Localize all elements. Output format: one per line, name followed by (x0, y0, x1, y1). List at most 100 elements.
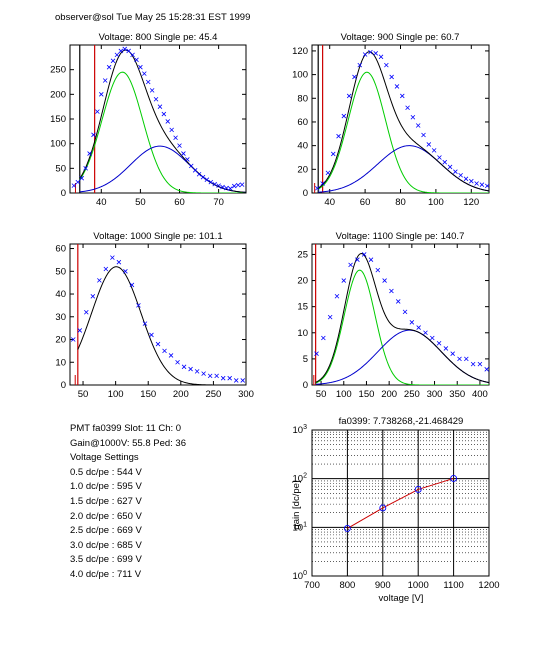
data-point (421, 132, 426, 138)
voltage-settings-title: Voltage Settings (70, 452, 139, 464)
x-tick-label: 50 (316, 389, 327, 400)
x-tick-label: 80 (395, 197, 406, 208)
total-fit-curve (315, 252, 489, 384)
second-component-curve (318, 145, 489, 193)
data-point (315, 185, 320, 191)
plot-gain-vs-voltage: fa0399: 7.738268,-21.468429 voltage [V] … (291, 416, 500, 604)
plot-voltage-1000: Voltage: 1000 Single pe: 101.1 50 100 150 2… (55, 231, 254, 400)
data-point (402, 309, 408, 315)
pmt-slot-line: PMT fa0399 Slot: 11 Ch: 0 (70, 423, 182, 434)
data-point (90, 294, 96, 299)
data-point (415, 123, 421, 128)
data-point (220, 375, 226, 381)
y-tick-label: 30 (55, 312, 66, 323)
gain-ped-line: Gain@1000V: 55.8 Ped: 36 (70, 437, 186, 449)
data-point (214, 373, 219, 379)
y-tick-label: 25 (297, 249, 308, 260)
data-point (395, 299, 401, 304)
data-point (320, 181, 325, 186)
y-tick-label: 200 (50, 89, 66, 100)
data-point (423, 330, 428, 336)
data-point (168, 353, 174, 358)
y-tick-label: 101 (293, 521, 308, 533)
gain-fit-line (347, 477, 454, 529)
data-point (394, 84, 400, 89)
plot-900-title: Voltage: 900 Single pe: 60.7 (341, 32, 460, 43)
data-point (224, 185, 229, 191)
x-tick-label: 40 (96, 197, 107, 208)
plot-voltage-1100: Voltage: 1100 Single pe: 140.7 50 100 150 2… (297, 231, 490, 400)
data-point (194, 369, 200, 374)
x-tick-label: 40 (324, 197, 335, 208)
data-point (474, 181, 479, 186)
data-point (355, 257, 360, 262)
data-point (368, 257, 374, 262)
data-point (442, 159, 448, 165)
data-point (216, 183, 221, 188)
y-tick-label: 15 (297, 302, 308, 313)
data-point (321, 335, 326, 341)
data-point (384, 62, 389, 68)
y-tick-label: 10 (55, 357, 66, 368)
data-point (212, 181, 217, 187)
data-point (79, 175, 85, 181)
data-point (336, 133, 341, 139)
y-tick-label: 50 (55, 163, 66, 174)
x-tick-label: 700 (304, 580, 320, 591)
y-tick-label: 20 (297, 164, 308, 175)
data-point (457, 356, 462, 362)
data-point (443, 346, 449, 351)
data-point (75, 179, 81, 185)
data-point (373, 51, 379, 56)
data-point (437, 155, 442, 160)
y-tick-label: 0 (303, 380, 308, 391)
data-point (110, 255, 115, 260)
data-point (181, 151, 186, 156)
total-fit-curve (77, 266, 246, 385)
y-tick-label: 20 (297, 276, 308, 287)
plot-content (313, 244, 489, 385)
data-point (334, 293, 340, 299)
data-point (410, 114, 416, 120)
y-tick-label: 150 (50, 114, 66, 125)
y-tick-label: 100 (292, 70, 308, 81)
data-point (196, 171, 202, 177)
data-point (188, 163, 194, 169)
x-tick-label: 50 (78, 389, 89, 400)
plot-voltage-800: Voltage: 800 Single pe: 45.4 40 50 60 70 0 50… (50, 32, 247, 208)
x-tick-label: 200 (381, 389, 397, 400)
x-tick-label: 100 (428, 197, 444, 208)
data-point (352, 74, 357, 80)
gain-data-point (343, 524, 351, 532)
plot-content (314, 45, 489, 193)
single-pe-fit-curve (315, 269, 489, 385)
data-point (207, 373, 213, 379)
data-point (99, 92, 104, 97)
x-tick-label: 1000 (408, 580, 429, 591)
data-point (129, 282, 135, 288)
gain-data-point (450, 475, 458, 482)
single-pe-fit-curve (317, 71, 489, 193)
y-tick-label: 0 (303, 188, 308, 199)
data-point (348, 262, 353, 268)
plot-content (71, 45, 246, 193)
plot-frame (311, 429, 490, 577)
data-point (357, 62, 363, 68)
data-point (450, 351, 455, 356)
data-point (123, 269, 128, 274)
gain-data-point (414, 486, 422, 493)
data-point (239, 182, 245, 187)
plot-frame (69, 243, 247, 386)
data-point (426, 142, 432, 147)
data-point (142, 71, 147, 76)
y-tick-label: 10 (297, 328, 308, 339)
data-point (341, 278, 347, 283)
x-tick-label: 800 (339, 580, 355, 591)
data-point (416, 325, 421, 330)
voltage-setting-item: 3.0 dc/pe : 685 V (70, 539, 142, 551)
x-tick-label: 1200 (478, 580, 499, 591)
x-tick-label: 60 (174, 197, 185, 208)
data-point (409, 320, 415, 325)
data-point (118, 48, 124, 54)
data-point (77, 328, 83, 333)
